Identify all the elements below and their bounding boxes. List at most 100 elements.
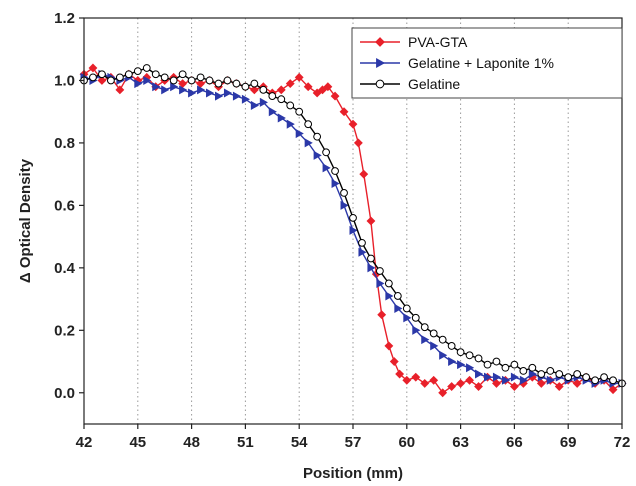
data-point-gelatine-laponite-1 (259, 97, 268, 107)
data-point-gelatine-laponite-1 (421, 335, 430, 345)
data-point-pva-gta (384, 341, 394, 351)
data-point-gelatine-laponite-1 (143, 75, 152, 85)
legend-marker-gelatine-laponite-1 (376, 57, 386, 69)
data-point-gelatine-laponite-1 (286, 119, 295, 129)
x-axis-title: Position (mm) (303, 465, 403, 482)
data-point-gelatine (474, 354, 483, 363)
x-tick-label: 48 (183, 434, 200, 451)
data-point-gelatine (411, 313, 420, 322)
data-point-gelatine (277, 95, 286, 104)
data-point-gelatine (331, 167, 339, 175)
data-point-gelatine (115, 73, 124, 82)
data-point-gelatine-laponite-1 (376, 278, 385, 288)
data-point-gelatine-laponite-1 (340, 200, 349, 210)
data-point-gelatine (169, 76, 178, 85)
legend-entries: PVA-GTA Gelatine + Laponite 1% Gelatine (360, 34, 554, 92)
data-point-gelatine (564, 373, 573, 382)
data-point-gelatine-laponite-1 (268, 107, 277, 117)
data-point-gelatine (465, 351, 474, 360)
data-point-pva-gta (572, 378, 582, 388)
legend-entry-pva-gta: PVA-GTA (360, 34, 468, 50)
data-point-pva-gta (353, 138, 363, 148)
y-tick-label: 0.8 (54, 135, 75, 152)
data-point-gelatine (402, 304, 411, 313)
data-point-gelatine (151, 70, 160, 79)
data-point-gelatine (367, 254, 375, 263)
data-point-gelatine-laponite-1 (394, 303, 403, 313)
data-point-gelatine-laponite-1 (295, 129, 304, 139)
series-pva-gta (79, 63, 627, 398)
data-point-gelatine-laponite-1 (277, 113, 286, 123)
data-point-pva-gta (88, 63, 98, 73)
data-point-gelatine (429, 329, 438, 338)
data-point-gelatine-laponite-1 (152, 82, 161, 92)
data-point-gelatine-laponite-1 (385, 291, 394, 301)
data-point-gelatine (214, 79, 223, 88)
data-point-gelatine (178, 70, 187, 79)
data-point-gelatine (510, 360, 519, 369)
x-tick-label: 63 (452, 434, 469, 451)
data-point-gelatine-laponite-1 (510, 372, 520, 382)
data-point-gelatine-laponite-1 (528, 369, 537, 379)
data-point-pva-gta (318, 85, 327, 95)
data-point-gelatine-laponite-1 (519, 375, 528, 385)
data-point-gelatine (322, 148, 331, 157)
data-point-gelatine (438, 335, 447, 344)
data-point-gelatine (187, 76, 196, 85)
data-point-gelatine-laponite-1 (322, 163, 331, 173)
data-point-gelatine (223, 76, 232, 85)
data-point-gelatine (483, 360, 492, 369)
legend-label-pva-gta: PVA-GTA (408, 34, 468, 50)
data-point-pva-gta (294, 72, 304, 82)
data-point-gelatine-laponite-1 (188, 88, 197, 98)
data-point-gelatine (160, 73, 169, 82)
legend-entry-gelatine: Gelatine (360, 76, 460, 92)
data-point-pva-gta (536, 378, 546, 388)
data-point-gelatine (591, 376, 599, 385)
data-point-pva-gta (429, 375, 439, 385)
data-point-gelatine-laponite-1 (483, 372, 493, 382)
legend-label-gelatine-laponite-1: Gelatine + Laponite 1% (408, 55, 554, 71)
data-point-gelatine-laponite-1 (179, 85, 188, 95)
data-point-gelatine (609, 376, 617, 385)
data-point-gelatine-laponite-1 (331, 179, 340, 189)
data-point-pva-gta (377, 310, 387, 320)
data-point-pva-gta (465, 375, 474, 385)
data-point-gelatine (492, 357, 501, 366)
data-point-gelatine-laponite-1 (466, 363, 475, 373)
data-point-gelatine (519, 367, 528, 375)
x-tick-label: 57 (345, 434, 362, 451)
data-point-pva-gta (402, 375, 412, 385)
y-tick-label: 0.4 (54, 260, 76, 277)
y-tick-label: 0.0 (54, 385, 75, 402)
data-point-gelatine-laponite-1 (349, 225, 358, 235)
legend-entry-gelatine-laponite-1: Gelatine + Laponite 1% (360, 55, 554, 71)
data-point-gelatine-laponite-1 (215, 91, 224, 101)
data-point-gelatine (528, 363, 537, 372)
plot-area-series (79, 63, 627, 398)
data-point-gelatine (295, 107, 304, 116)
data-point-gelatine (546, 367, 555, 375)
data-point-gelatine (456, 348, 465, 357)
data-point-gelatine (133, 67, 142, 75)
data-point-gelatine (259, 85, 268, 94)
data-point-pva-gta (395, 369, 405, 379)
data-point-gelatine (250, 79, 259, 88)
data-point-gelatine (447, 342, 456, 350)
x-tick-label: 60 (398, 434, 415, 451)
data-point-pva-gta (330, 91, 340, 101)
data-point-gelatine-laponite-1 (439, 350, 448, 360)
x-tick-label: 45 (129, 434, 146, 451)
y-axis-title: Δ Optical Density (17, 158, 34, 283)
data-point-gelatine (205, 76, 214, 85)
data-point-gelatine-laponite-1 (250, 100, 259, 110)
data-point-gelatine-laponite-1 (241, 94, 251, 104)
data-point-gelatine (340, 188, 348, 197)
data-point-pva-gta (411, 372, 421, 382)
axis-tick-labels: 42 45 48 51 54 57 60 63 66 69 72 0.0 0.2 0.4 0.6 0.8 1.0… (54, 10, 630, 451)
data-point-gelatine (555, 370, 564, 378)
y-tick-label: 0.2 (54, 322, 75, 339)
data-point-gelatine (124, 70, 133, 79)
data-point-gelatine-laponite-1 (403, 313, 412, 323)
